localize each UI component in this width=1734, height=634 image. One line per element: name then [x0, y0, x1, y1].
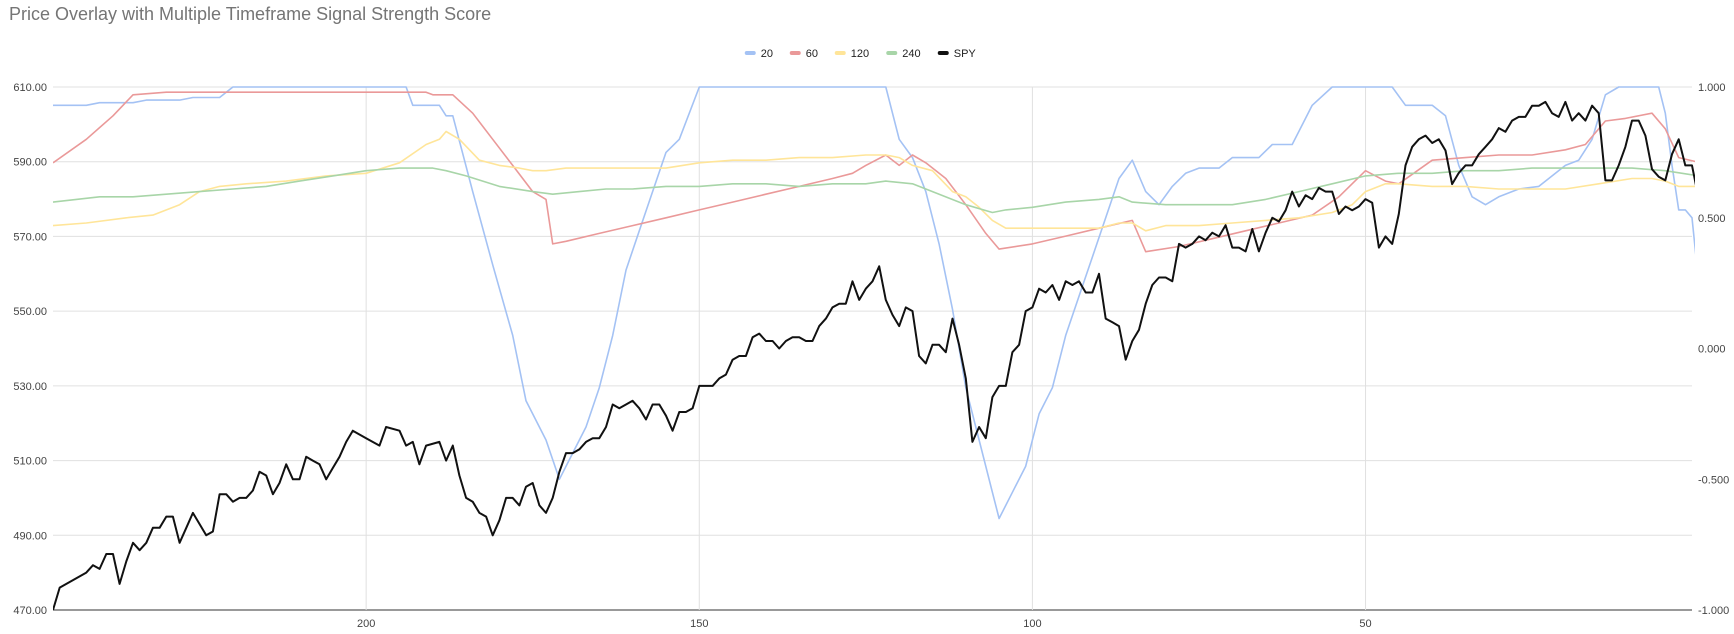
x-tick-label: 100: [1023, 618, 1041, 630]
legend: 20 60 120 240 SPY: [744, 48, 977, 60]
left-axis-ticks: 610.00 590.00 570.00 550.00 530.00 510.00 490.…: [13, 82, 47, 617]
legend-label: 120: [851, 48, 869, 60]
x-tick-label: 150: [690, 618, 708, 630]
series-line-60: [53, 91, 1695, 253]
legend-label: 60: [806, 48, 818, 60]
series-lines: [53, 86, 1695, 611]
right-axis-ticks: 1.000 0.500 0.000 -0.500 -1.000: [1698, 82, 1729, 617]
legend-label: 240: [902, 48, 920, 60]
y-left-tick-label: 510.00: [13, 456, 47, 468]
y-left-tick-label: 530.00: [13, 381, 47, 393]
y-right-tick-label: 0.000: [1698, 344, 1726, 356]
y-left-tick-label: 610.00: [13, 82, 47, 94]
x-tick-label: 50: [1359, 618, 1371, 630]
y-left-tick-label: 550.00: [13, 306, 47, 318]
chart-title: Price Overlay with Multiple Timeframe Si…: [9, 4, 492, 24]
legend-swatch: [744, 51, 756, 55]
legend-label: 20: [761, 48, 773, 60]
y-left-tick-label: 590.00: [13, 157, 47, 169]
series-line-spy: [53, 100, 1695, 611]
series-line-120: [53, 130, 1695, 232]
y-left-tick-label: 570.00: [13, 231, 47, 243]
legend-label: SPY: [954, 48, 977, 60]
y-right-tick-label: -1.000: [1698, 605, 1729, 617]
x-tick-label: 200: [357, 618, 375, 630]
y-left-tick-label: 490.00: [13, 530, 47, 542]
series-line-240: [53, 167, 1695, 214]
legend-swatch: [886, 51, 898, 55]
y-right-tick-label: -0.500: [1698, 474, 1729, 486]
legend-swatch: [834, 51, 846, 55]
y-right-tick-label: 1.000: [1698, 82, 1726, 94]
series-line-20: [53, 86, 1695, 520]
x-axis-ticks: 200 150 100 50: [357, 618, 1372, 630]
y-left-tick-label: 470.00: [13, 605, 47, 617]
legend-swatch: [937, 51, 949, 55]
legend-swatch: [789, 51, 801, 55]
y-right-tick-label: 0.500: [1698, 213, 1726, 225]
gridlines: [53, 86, 1692, 611]
